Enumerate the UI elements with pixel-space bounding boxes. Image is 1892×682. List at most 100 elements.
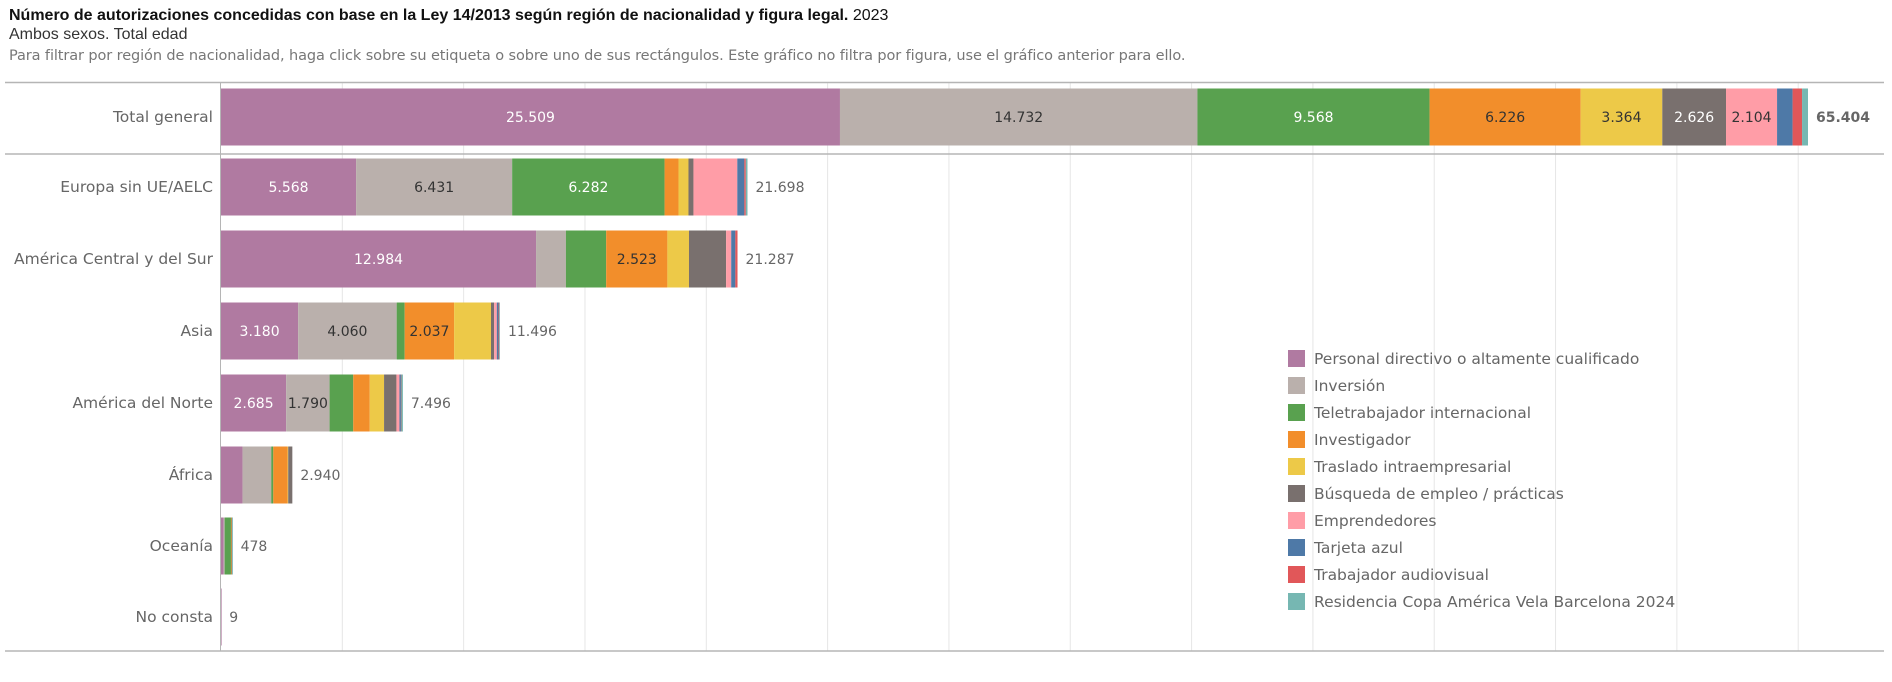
- legend-swatch: [1288, 539, 1305, 556]
- legend-item[interactable]: Emprendedores: [1288, 507, 1675, 534]
- category-label[interactable]: África: [169, 465, 213, 484]
- bar-segment[interactable]: [221, 302, 299, 360]
- category-label[interactable]: América del Norte: [72, 394, 213, 412]
- bar-segment[interactable]: [399, 374, 401, 432]
- bar-segment[interactable]: [1580, 88, 1663, 146]
- bar-row[interactable]: África 2.940: [169, 446, 341, 504]
- bar-segment[interactable]: [230, 517, 232, 575]
- legend-item[interactable]: Traslado intraempresarial: [1288, 453, 1675, 480]
- category-label[interactable]: Europa sin UE/AELC: [60, 178, 213, 196]
- bar-row[interactable]: Total general 25.509 14.732 9.568 6.226 3.364…: [112, 88, 1870, 146]
- bar-row[interactable]: No consta 9: [136, 588, 239, 646]
- bar-row[interactable]: Asia 3.180 4.060 2.037 11.496: [181, 302, 558, 360]
- bar-segment[interactable]: [396, 374, 400, 432]
- bar-segment[interactable]: [678, 158, 689, 216]
- bar-segment[interactable]: [232, 517, 233, 575]
- segment-value-label: 2.037: [409, 324, 449, 340]
- bar-segment[interactable]: [735, 230, 738, 288]
- bar-segment[interactable]: [731, 230, 736, 288]
- segment-value-label: 4.060: [327, 324, 367, 340]
- bar-segment[interactable]: [688, 230, 727, 288]
- category-label[interactable]: No consta: [136, 608, 214, 626]
- bar-segment[interactable]: [1662, 88, 1727, 146]
- legend-item[interactable]: Investigador: [1288, 426, 1675, 453]
- bar-segment[interactable]: [369, 374, 385, 432]
- bar-segment[interactable]: [496, 302, 499, 360]
- bar-segment[interactable]: [1777, 88, 1793, 146]
- bar-segment[interactable]: [221, 88, 840, 146]
- bar-segment[interactable]: [1429, 88, 1581, 146]
- bar-segment[interactable]: [494, 302, 497, 360]
- bar-segment[interactable]: [745, 158, 748, 216]
- bar-segment[interactable]: [499, 302, 500, 360]
- bar-segment[interactable]: [726, 230, 732, 288]
- bar-segment[interactable]: [396, 302, 405, 360]
- bar-segment[interactable]: [286, 374, 330, 432]
- bar-segment[interactable]: [221, 588, 222, 646]
- legend-item[interactable]: Búsqueda de empleo / prácticas: [1288, 480, 1675, 507]
- legend-item[interactable]: Residencia Copa América Vela Barcelona 2…: [1288, 588, 1675, 615]
- legend-item[interactable]: Personal directivo o altamente cualifica…: [1288, 345, 1675, 372]
- bar-segment[interactable]: [400, 374, 402, 432]
- bar-segment[interactable]: [454, 302, 491, 360]
- bar-segment[interactable]: [744, 158, 746, 216]
- bar-segment[interactable]: [498, 302, 500, 360]
- bar-segment[interactable]: [384, 374, 397, 432]
- bar-segment[interactable]: [693, 158, 738, 216]
- bar-segment[interactable]: [606, 230, 668, 288]
- segment-value-label: 2.626: [1674, 110, 1714, 126]
- bar-segment[interactable]: [353, 374, 370, 432]
- legend-item[interactable]: Teletrabajador internacional: [1288, 399, 1675, 426]
- segment-value-label: 6.282: [568, 180, 608, 196]
- category-label[interactable]: América Central y del Sur: [14, 250, 214, 268]
- bar-segment[interactable]: [737, 158, 745, 216]
- bar-segment[interactable]: [221, 158, 357, 216]
- bar-segment[interactable]: [1197, 88, 1430, 146]
- bar-segment[interactable]: [221, 374, 287, 432]
- bar-segment[interactable]: [223, 517, 225, 575]
- bar-segment[interactable]: [565, 230, 607, 288]
- bar-segment[interactable]: [401, 374, 403, 432]
- legend-item[interactable]: Tarjeta azul: [1288, 534, 1675, 561]
- legend-label: Personal directivo o altamente cualifica…: [1314, 349, 1640, 368]
- legend-item[interactable]: Inversión: [1288, 372, 1675, 399]
- bar-segment[interactable]: [404, 302, 455, 360]
- bar-row[interactable]: América Central y del Sur 12.984 2.523 21.2…: [14, 230, 795, 288]
- legend-label: Tarjeta azul: [1314, 538, 1403, 557]
- legend-item[interactable]: Trabajador audiovisual: [1288, 561, 1675, 588]
- bar-row[interactable]: América del Norte 2.685 1.790 7.496: [72, 374, 451, 432]
- bar-segment[interactable]: [221, 446, 243, 504]
- bar-segment[interactable]: [1792, 88, 1803, 146]
- category-label[interactable]: Oceanía: [150, 537, 213, 555]
- bar-segment[interactable]: [224, 517, 231, 575]
- bar-segment[interactable]: [288, 446, 293, 504]
- bar-segment[interactable]: [1726, 88, 1778, 146]
- bar-segment[interactable]: [221, 230, 537, 288]
- bar-segment[interactable]: [298, 302, 397, 360]
- bar-segment[interactable]: [287, 446, 289, 504]
- legend-swatch: [1288, 593, 1305, 610]
- bar-row[interactable]: Oceanía 478: [150, 517, 268, 575]
- bar-segment[interactable]: [221, 517, 224, 575]
- bar-segment[interactable]: [356, 158, 513, 216]
- bar-segment[interactable]: [536, 230, 566, 288]
- category-label[interactable]: Asia: [181, 322, 213, 340]
- bar-segment[interactable]: [273, 446, 288, 504]
- chart-title-year: 2023: [852, 7, 889, 24]
- category-label[interactable]: Total general: [112, 108, 213, 126]
- legend-label: Investigador: [1314, 430, 1411, 449]
- bar-segment[interactable]: [839, 88, 1198, 146]
- bar-segment[interactable]: [512, 158, 665, 216]
- bar-segment[interactable]: [688, 158, 694, 216]
- bar-segment[interactable]: [1802, 88, 1808, 146]
- total-value-label: 2.940: [300, 468, 340, 484]
- segment-value-label: 2.104: [1731, 110, 1771, 126]
- bar-segment[interactable]: [329, 374, 354, 432]
- bar-segment[interactable]: [667, 230, 689, 288]
- bar-segment[interactable]: [271, 446, 274, 504]
- bar-segment[interactable]: [242, 446, 272, 504]
- bar-row[interactable]: Europa sin UE/AELC 5.568 6.431 6.282 21.698: [60, 158, 804, 216]
- bar-segment[interactable]: [664, 158, 679, 216]
- bar-segment[interactable]: [490, 302, 495, 360]
